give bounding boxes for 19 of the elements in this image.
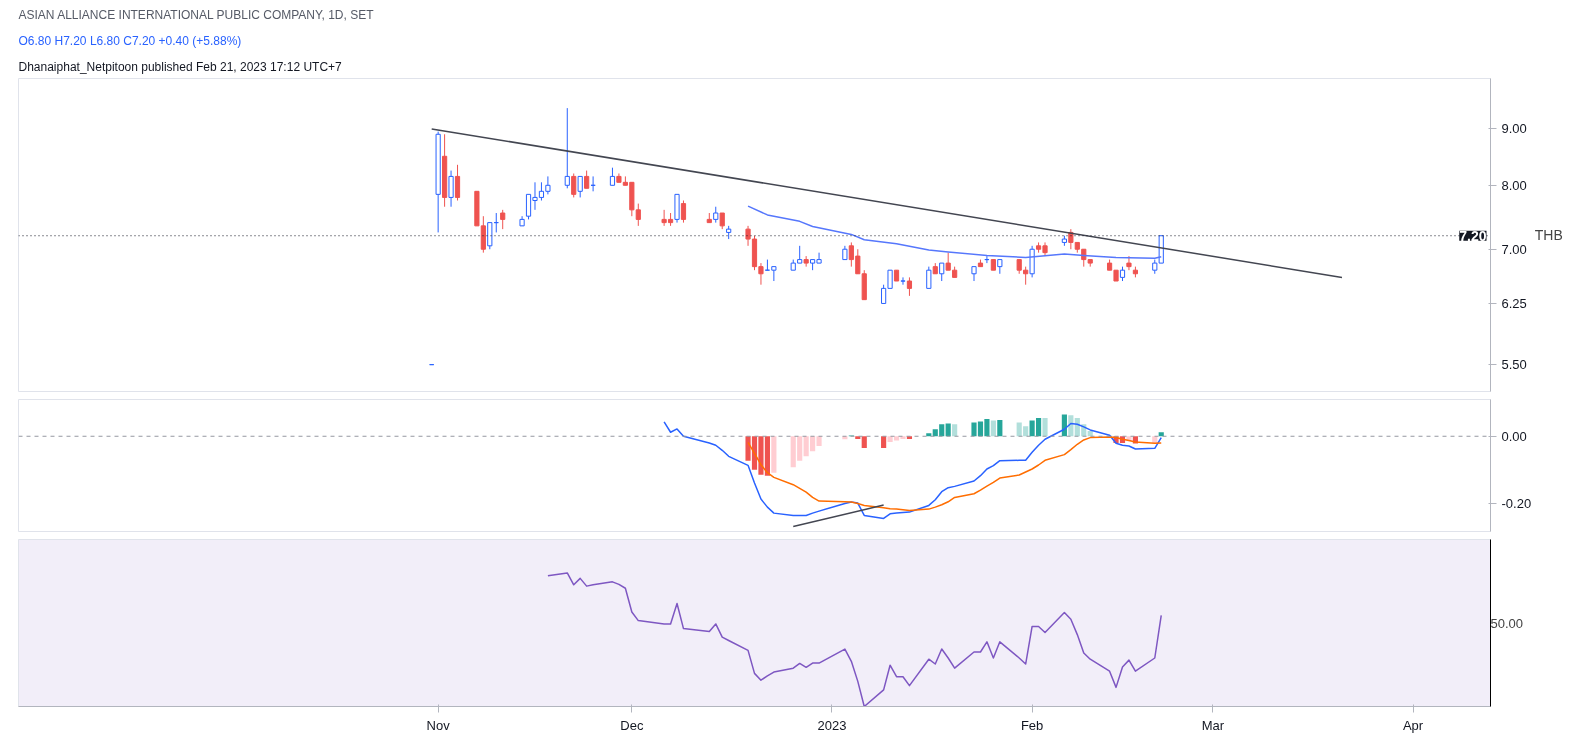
y-tick-label: -0.20 (1501, 495, 1532, 511)
y-axis-title: THB (1534, 227, 1563, 243)
y-tick-label: 7.00 (1501, 241, 1527, 257)
y-tick-label: 5.50 (1501, 357, 1527, 373)
x-tick-label: Mar (1201, 717, 1225, 733)
y-tick-label: 8.00 (1501, 177, 1527, 193)
x-tick-label: 2023 (817, 717, 847, 733)
x-tick-label: Dec (620, 717, 644, 733)
text: Dhanaiphat_Netpitoon published Feb 21, 2023 17:12 UTC+7 (18, 59, 343, 74)
y-tick-label: 6.25 (1501, 295, 1527, 311)
x-tick-label: Feb (1020, 717, 1044, 733)
y-tick-label: 0.00 (1501, 428, 1527, 444)
chart-subtitle: O6.80 H7.20 L6.80 C7.20 +0.40 (+5.88%) (18, 33, 242, 48)
ref-line-label: 7.20 (1459, 227, 1487, 244)
y-tick-label: 9.00 (1501, 121, 1527, 137)
x-tick-label: Nov (426, 717, 451, 733)
x-tick-label: Apr (1402, 717, 1424, 733)
annotation: 50.00 (1490, 615, 1524, 631)
chart-title: ASIAN ALLIANCE INTERNATIONAL PUBLIC COMPANY, 1D, SET (18, 7, 375, 22)
